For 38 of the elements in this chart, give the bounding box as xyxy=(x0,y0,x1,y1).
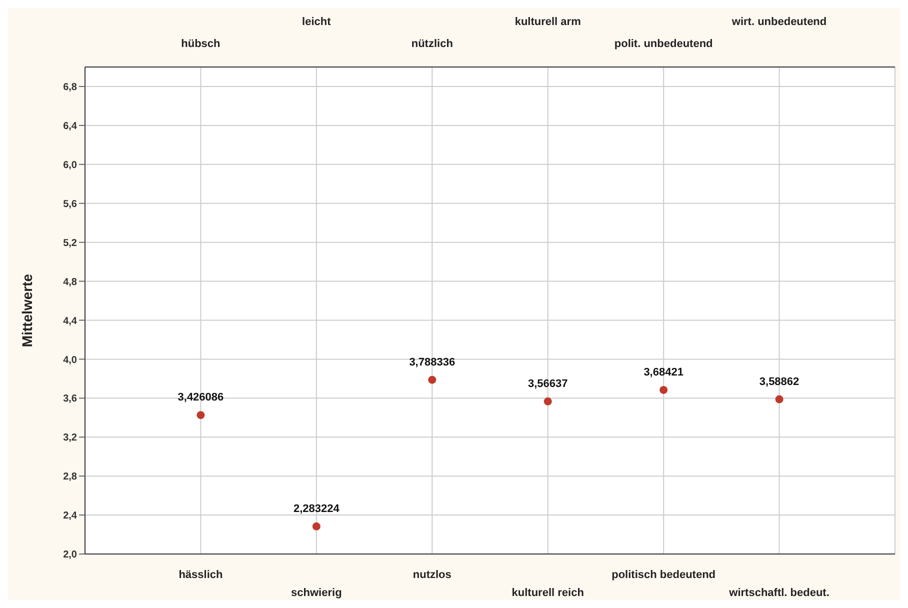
y-tick-label: 2,0 xyxy=(63,550,78,561)
y-tick-label: 2,4 xyxy=(63,510,78,522)
y-tick-label: 5,2 xyxy=(63,238,78,249)
y-tick-label: 5,6 xyxy=(63,198,78,210)
y-tick-label: 4,0 xyxy=(63,354,78,366)
data-label: 3,788336 xyxy=(409,356,456,368)
point xyxy=(196,411,205,420)
y-tick-label: 4,4 xyxy=(63,316,78,327)
y-tick-label: 6,0 xyxy=(63,160,78,171)
x-tick-label: nutzlos xyxy=(412,569,452,581)
y-tick-label: 3,2 xyxy=(63,432,78,444)
x-tick-label: kulturell reich xyxy=(512,587,584,599)
data-label: 3,58862 xyxy=(759,376,800,388)
data-label: 3,426086 xyxy=(178,392,224,404)
data-label: 2,283224 xyxy=(293,502,340,515)
text: leicht xyxy=(302,16,332,28)
y-tick-label: 2,8 xyxy=(63,472,78,483)
y-tick-label: 4,8 xyxy=(63,276,78,288)
text: wirt. unbedeutend xyxy=(730,16,827,28)
point xyxy=(312,522,320,530)
text: kulturell arm xyxy=(514,16,582,28)
x-tick-label: hässlich xyxy=(178,569,223,581)
text: nützlich xyxy=(411,38,454,50)
text: hübsch xyxy=(181,38,221,50)
data-label: 3,68421 xyxy=(644,366,684,378)
x-tick-label: schwierig xyxy=(291,587,342,599)
data-label: 3,56637 xyxy=(528,378,568,390)
point xyxy=(660,386,668,394)
point xyxy=(428,376,436,384)
y-tick-label: 6,8 xyxy=(63,82,78,94)
x-tick-label: wirtschaftl. bedeut. xyxy=(728,587,830,599)
text: polit. unbedeutend xyxy=(614,38,713,50)
y-tick-label: 6,4 xyxy=(63,120,78,132)
x-tick-label: politisch bedeutend xyxy=(612,569,716,581)
point xyxy=(775,395,784,404)
point xyxy=(544,397,552,406)
y-axis-title: Mittelwerte xyxy=(18,274,35,348)
y-tick-label: 3,6 xyxy=(63,394,78,405)
